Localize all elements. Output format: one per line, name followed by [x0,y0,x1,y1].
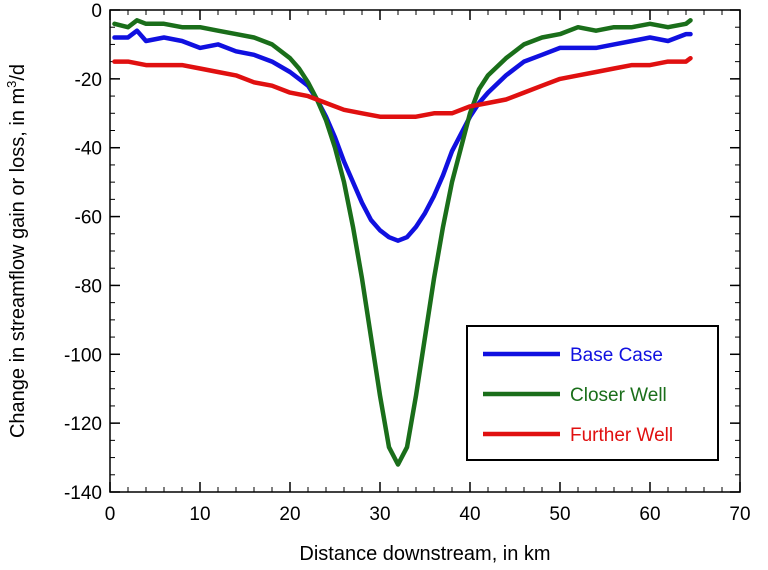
x-tick-labels: 0 10 20 30 40 50 60 70 [105,504,751,525]
legend-label-base-case: Base Case [570,345,663,366]
y-axis-label-suffix: /d [7,64,29,81]
y-tick-label: -80 [75,276,102,297]
plot-frame [109,9,741,493]
y-tick-label: -60 [75,208,102,229]
y-tick-label: -140 [64,483,102,504]
x-tick-label: 10 [189,504,210,525]
x-tick-label: 70 [729,504,750,525]
x-tick-label: 60 [639,504,660,525]
y-tick-label: -120 [64,414,102,435]
x-tick-label: 20 [279,504,300,525]
x-tick-label: 30 [369,504,390,525]
series-layer [112,18,693,467]
y-tick-labels: 0 -20 -40 -60 -80 -100 -120 -140 [64,1,102,504]
x-tick-label: 0 [105,504,116,525]
x-tick-label: 40 [459,504,480,525]
series-line-closer-well [112,18,693,467]
y-axis-label: Change in streamflow gain or loss, in m3… [4,64,29,438]
x-tick-label: 50 [549,504,570,525]
y-tick-label: 0 [91,1,102,22]
y-axis-label-main: Change in streamflow gain or loss, in m [7,88,29,438]
legend-label-further-well: Further Well [570,425,673,446]
y-axis-label-sup: 3 [4,81,19,88]
series-line-base-case [112,28,693,243]
y-tick-label: -20 [75,70,102,91]
x-axis-label: Distance downstream, in km [299,543,550,565]
y-tick-label: -100 [64,345,102,366]
y-tick-label: -40 [75,139,102,160]
legend: Base Case Closer Well Further Well [466,325,719,461]
legend-label-closer-well: Closer Well [570,385,667,406]
series-line-further-well [112,55,693,119]
